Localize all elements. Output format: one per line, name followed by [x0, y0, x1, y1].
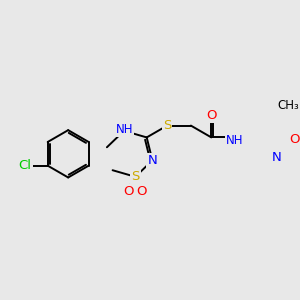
Text: O: O	[124, 185, 134, 198]
Text: S: S	[131, 170, 140, 183]
Text: O: O	[136, 185, 147, 198]
Text: NH: NH	[226, 134, 244, 147]
Text: CH₃: CH₃	[278, 99, 299, 112]
Text: Cl: Cl	[19, 159, 32, 172]
Text: N: N	[148, 154, 157, 167]
Text: S: S	[163, 119, 171, 132]
Text: NH: NH	[116, 123, 134, 136]
Text: O: O	[289, 133, 299, 146]
Text: N: N	[272, 151, 282, 164]
Text: O: O	[206, 109, 217, 122]
